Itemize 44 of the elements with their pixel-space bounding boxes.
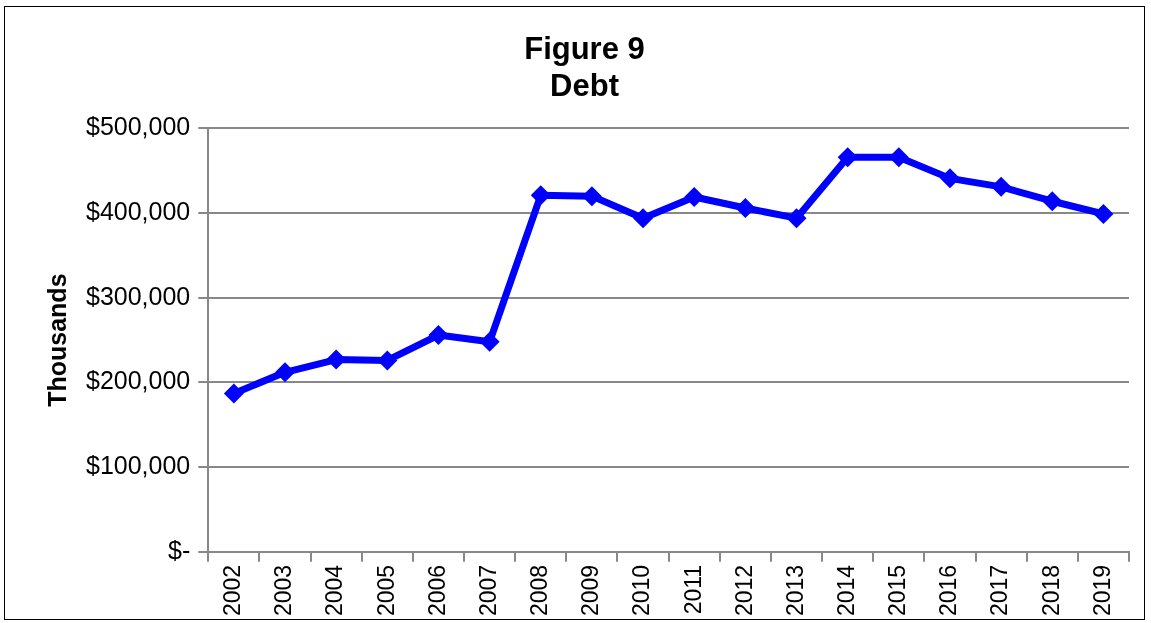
y-tick-label: $100,000: [85, 451, 191, 480]
point: [1042, 191, 1063, 212]
x-tick-label: 2012: [730, 564, 757, 617]
point: [939, 168, 960, 189]
y-tick-label: $300,000: [85, 281, 191, 310]
x-tick-label: 2008: [526, 564, 553, 617]
y-axis-title: Thousands: [42, 273, 71, 407]
x-tick-label: 2011: [679, 564, 706, 615]
point: [1093, 203, 1114, 224]
y-tick-label: $-: [168, 535, 191, 564]
x-tick-label: 2003: [270, 564, 297, 617]
point: [326, 349, 347, 370]
x-tick-label: 2007: [474, 564, 501, 617]
point: [428, 325, 449, 346]
x-tick-label: 2014: [833, 564, 860, 617]
point: [377, 350, 398, 371]
point: [735, 198, 756, 219]
x-tick-label: 2005: [372, 564, 399, 617]
x-tick-label: 2016: [935, 564, 962, 617]
x-tick-label: 2010: [628, 564, 655, 617]
x-tick-label: 2017: [986, 564, 1013, 617]
point: [888, 147, 909, 168]
point: [786, 208, 807, 229]
point: [479, 331, 500, 352]
point: [991, 176, 1012, 197]
x-tick-label: 2004: [321, 564, 348, 617]
x-tick-label: 2015: [884, 564, 911, 617]
point: [530, 185, 551, 206]
point: [837, 147, 858, 168]
x-tick-label: 2006: [423, 564, 450, 617]
chart-title: Figure 9 Debt: [524, 31, 645, 104]
point: [223, 383, 244, 404]
point: [275, 362, 295, 383]
x-tick-label: 2019: [1088, 564, 1115, 617]
point: [684, 187, 705, 207]
x-tick-label: 2002: [219, 564, 246, 617]
y-tick-label: $400,000: [85, 196, 191, 225]
point: [633, 208, 654, 229]
x-tick-label: 2018: [1037, 564, 1064, 617]
y-tick-label: $200,000: [85, 366, 191, 395]
x-tick-label: 2009: [577, 564, 604, 617]
x-tick-label: 2013: [781, 564, 808, 617]
y-tick-label: $500,000: [85, 112, 191, 141]
point: [581, 186, 602, 207]
